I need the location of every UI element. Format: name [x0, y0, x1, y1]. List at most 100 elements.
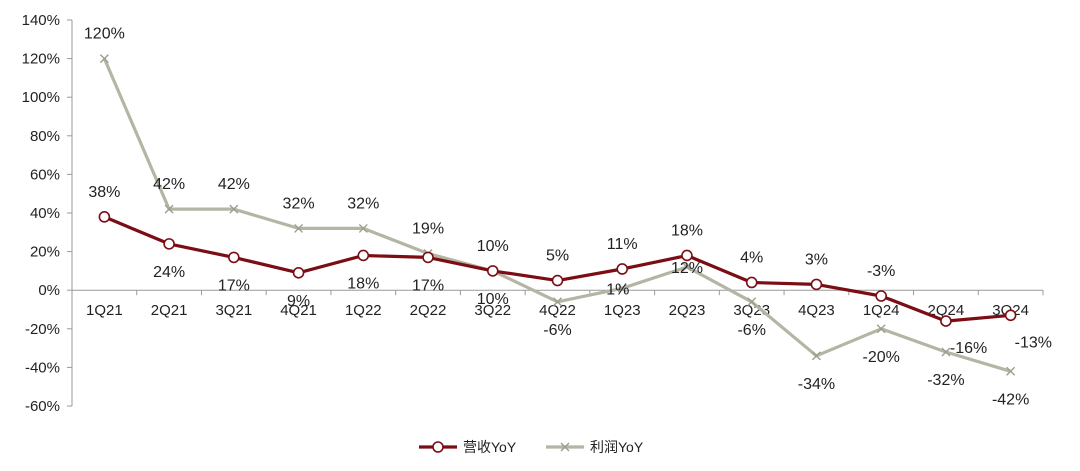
revenue-data-label: 18% — [671, 222, 703, 239]
revenue-point — [616, 263, 629, 275]
revenue-data-label: -13% — [1015, 334, 1052, 351]
revenue-point — [357, 249, 370, 262]
revenue-point — [1004, 309, 1017, 322]
x-tick-label: 1Q24 — [863, 302, 900, 319]
x-tick-label: 2Q22 — [410, 302, 447, 319]
profit-point — [941, 347, 951, 357]
y-tick-label: 140% — [22, 12, 60, 29]
y-tick-label: 80% — [30, 128, 60, 145]
profit-data-label: -34% — [798, 376, 835, 393]
revenue-point — [875, 290, 887, 302]
revenue-point — [292, 267, 305, 279]
profit-point — [617, 283, 627, 293]
x-tick-label: 4Q21 — [280, 302, 317, 319]
x-tick-label: 3Q21 — [215, 302, 252, 319]
revenue-data-label: 18% — [347, 275, 379, 292]
profit-point — [1006, 366, 1016, 376]
profit-point — [682, 262, 692, 272]
profit-data-label: 42% — [218, 176, 250, 193]
revenue-point — [551, 274, 564, 287]
legend-item-profit: 利润YoY — [546, 439, 644, 455]
profit-data-label: 42% — [153, 176, 185, 193]
legend: 营收YoY 利润YoY — [419, 439, 644, 455]
x-tick-label: 1Q22 — [345, 302, 382, 319]
profit-data-label: -42% — [992, 391, 1029, 408]
profit-marker-stroke — [876, 324, 886, 334]
y-tick-label: 60% — [30, 166, 60, 183]
revenue-data-label: 24% — [153, 264, 185, 281]
profit-data-label: 12% — [671, 260, 703, 277]
revenue-data-label: -16% — [950, 340, 987, 357]
profit-data-label: 19% — [412, 221, 444, 238]
profit-marker-stroke — [294, 223, 304, 233]
profit-marker-stroke — [682, 262, 692, 272]
y-tick-label: 40% — [30, 205, 60, 222]
legend-label: 营收YoY — [463, 439, 517, 455]
y-tick-label: -20% — [25, 321, 60, 338]
profit-marker-stroke — [617, 283, 627, 293]
profit-data-label: 120% — [84, 26, 125, 43]
series-layer — [98, 54, 1017, 376]
y-tick-label: -60% — [25, 398, 60, 415]
profit-point — [876, 324, 886, 334]
x-tick-label: 4Q23 — [798, 302, 835, 319]
x-tick-label: 1Q23 — [604, 302, 641, 319]
profit-data-label: 32% — [347, 195, 379, 212]
profit-data-label: 1% — [606, 281, 629, 298]
profit-marker-stroke — [1006, 366, 1016, 376]
revenue-data-label: 3% — [805, 251, 828, 268]
profit-point — [99, 54, 109, 64]
profit-data-label: 10% — [477, 238, 509, 255]
x-tick-label: 2Q23 — [669, 302, 706, 319]
revenue-data-label: 4% — [740, 249, 763, 266]
revenue-data-label: 11% — [607, 236, 638, 253]
profit-marker-stroke — [164, 204, 174, 214]
profit-point — [164, 204, 174, 214]
profit-point — [747, 297, 757, 307]
profit-data-label: -6% — [737, 322, 765, 339]
profit-marker-stroke — [811, 351, 821, 361]
data-labels: 38% 24% 17% 9% 18% 17% 10% 5% 11% 18% 4% 3% -3% -16% -… — [84, 26, 1052, 409]
y-tick-label: 0% — [38, 282, 60, 299]
revenue-point — [810, 278, 823, 291]
revenue-data-label: 10% — [477, 291, 509, 308]
profit-data-label: -20% — [862, 349, 899, 366]
x-tick-label: 3Q22 — [474, 302, 511, 319]
profit-point — [358, 223, 368, 233]
x-tick-label: 4Q22 — [539, 302, 576, 319]
revenue-data-label: 9% — [287, 293, 310, 310]
legend-swatch-marker — [432, 441, 444, 453]
profit-marker-stroke — [747, 297, 757, 307]
y-tick-label: 20% — [30, 244, 60, 261]
profit-marker-stroke — [99, 54, 109, 64]
legend-swatch-marker — [560, 442, 570, 452]
x-tick-label: 3Q23 — [733, 302, 770, 319]
revenue-point — [940, 315, 952, 327]
revenue-data-label: 17% — [412, 277, 444, 294]
y-tick-label: 120% — [22, 51, 60, 68]
profit-marker-stroke — [229, 204, 239, 214]
revenue-point — [98, 211, 111, 223]
profit-marker-stroke — [358, 223, 368, 233]
revenue-point — [681, 249, 693, 262]
profit-marker-stroke — [553, 297, 562, 307]
revenue-point — [163, 238, 175, 250]
x-tick-label: 1Q21 — [86, 302, 123, 319]
profit-marker-stroke — [941, 347, 951, 357]
profit-point — [811, 351, 821, 361]
revenue-point — [745, 276, 758, 289]
revenue-data-label: 17% — [218, 277, 250, 294]
revenue-data-label: 38% — [88, 184, 120, 201]
y-tick-label: -40% — [25, 359, 60, 376]
revenue-data-label: -3% — [867, 263, 895, 280]
profit-data-label: 32% — [283, 195, 315, 212]
revenue-data-label: 5% — [546, 248, 569, 265]
x-tick-label: 2Q21 — [151, 302, 188, 319]
y-tick-label: 100% — [22, 89, 60, 106]
legend-label: 利润YoY — [590, 439, 644, 455]
profit-data-label: -6% — [543, 322, 571, 339]
profit-data-label: -32% — [927, 372, 964, 389]
x-tick-label: 2Q24 — [928, 302, 965, 319]
profit-point — [553, 297, 562, 307]
profit-point — [294, 223, 304, 233]
